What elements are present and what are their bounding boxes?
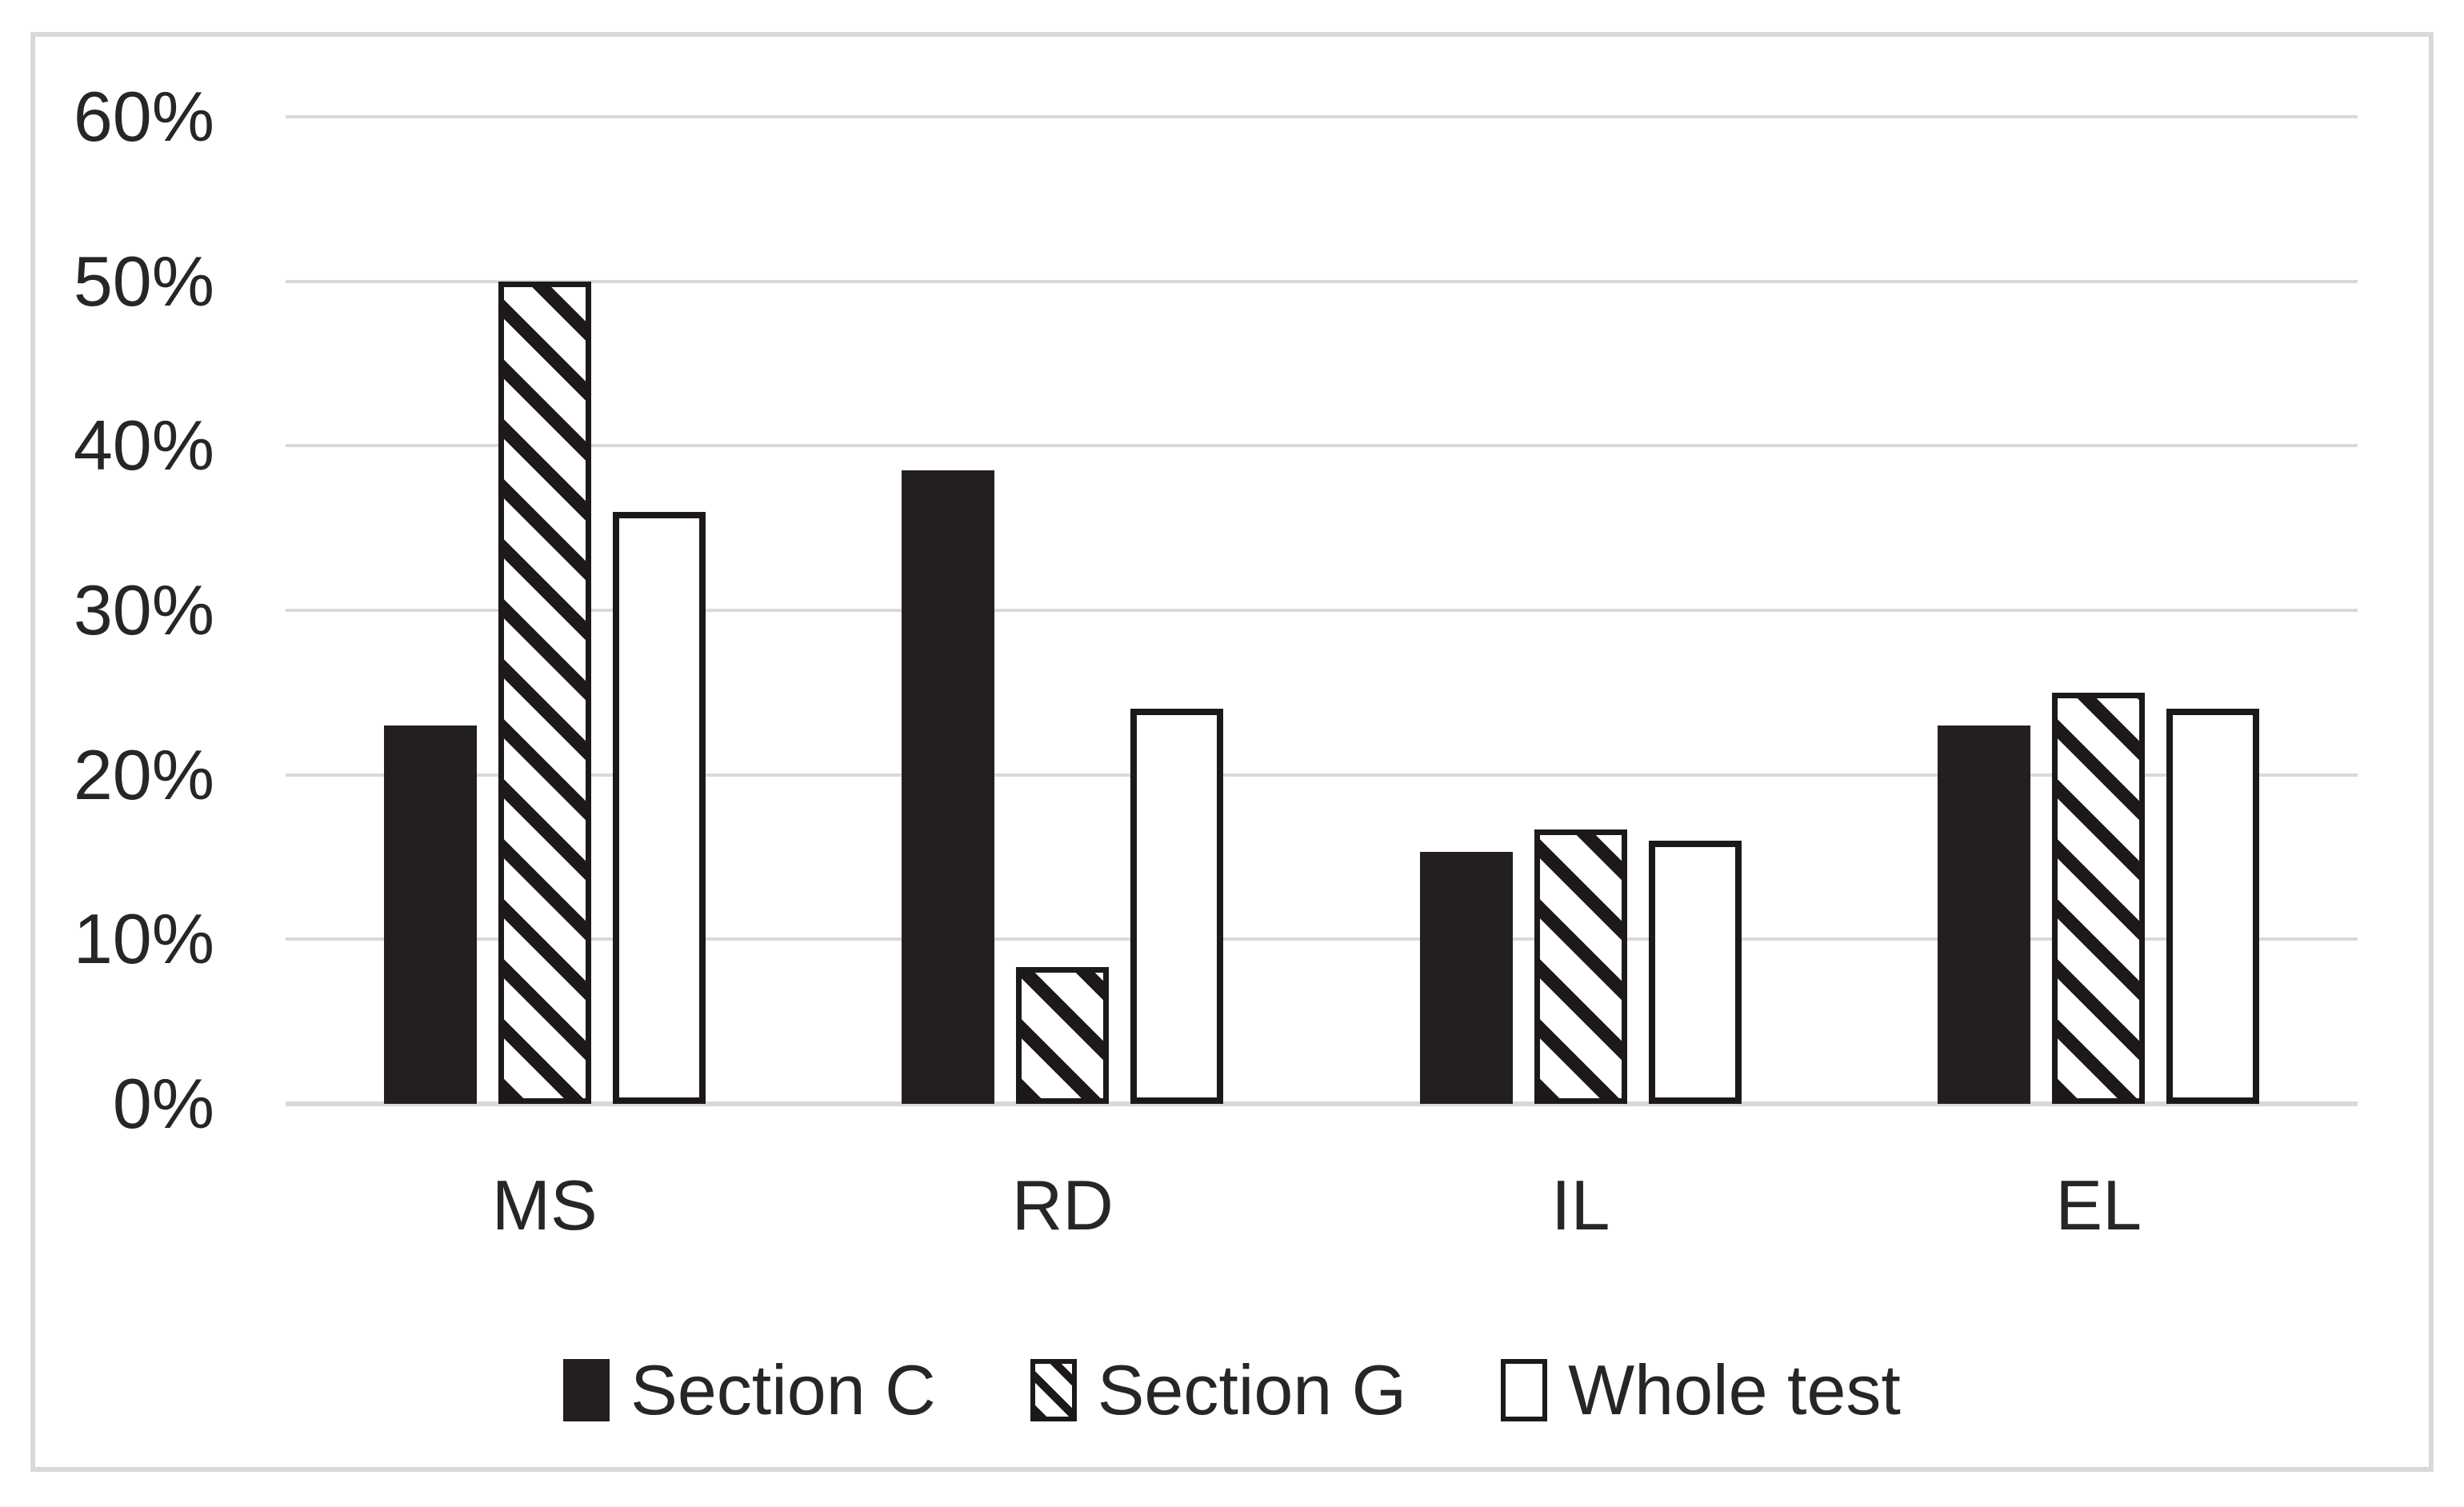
gridline xyxy=(286,609,2358,612)
bar-whole-test xyxy=(612,512,706,1104)
y-tick-label: 50% xyxy=(73,241,214,321)
figure-border xyxy=(30,32,2434,1472)
gridline xyxy=(286,115,2358,118)
bar-section-c xyxy=(383,726,477,1104)
x-category-label: RD xyxy=(1011,1165,1114,1245)
bar-section-c xyxy=(902,470,995,1104)
x-category-label: IL xyxy=(1551,1165,1610,1245)
y-tick-label: 60% xyxy=(73,77,214,156)
bar-whole-test xyxy=(1648,841,1742,1104)
bar-group-ms xyxy=(286,282,804,1104)
legend-label: Whole test xyxy=(1568,1350,1901,1429)
y-tick-label: 30% xyxy=(73,570,214,650)
gridline xyxy=(286,937,2358,941)
legend-item-section-c: Section C xyxy=(563,1349,936,1431)
bar-section-g xyxy=(1016,967,1110,1104)
bar-group-rd xyxy=(804,470,1322,1104)
legend-item-section-g: Section G xyxy=(1030,1349,1406,1431)
bar-section-g xyxy=(498,282,591,1104)
legend-item-whole-test: Whole test xyxy=(1501,1349,1901,1431)
x-category-label: MS xyxy=(491,1165,598,1245)
bar-section-g xyxy=(2052,693,2146,1104)
gridline xyxy=(286,279,2358,283)
y-tick-label: 0% xyxy=(112,1064,214,1143)
x-category-label: EL xyxy=(2055,1165,2142,1245)
legend-swatch-section-c xyxy=(563,1359,610,1421)
gridline xyxy=(286,444,2358,448)
legend-label: Section C xyxy=(630,1350,936,1429)
bar-whole-test xyxy=(1130,709,1224,1104)
bar-whole-test xyxy=(2166,709,2260,1104)
y-tick-label: 20% xyxy=(73,734,214,814)
legend: Section C Section G Whole test xyxy=(30,1349,2434,1432)
plot-area xyxy=(286,115,2358,1106)
bar-group-el xyxy=(1840,693,2358,1104)
y-tick-label: 40% xyxy=(73,406,214,486)
legend-swatch-whole-test xyxy=(1501,1359,1548,1421)
x-axis-line xyxy=(286,1101,2358,1106)
bar-section-c xyxy=(1938,726,2031,1104)
bar-section-g xyxy=(1534,829,1627,1104)
bar-section-c xyxy=(1419,852,1513,1104)
y-tick-label: 10% xyxy=(73,899,214,979)
legend-label: Section G xyxy=(1097,1350,1407,1429)
legend-swatch-section-g xyxy=(1030,1359,1077,1421)
gridline xyxy=(286,773,2358,777)
bar-group-il xyxy=(1322,829,1840,1104)
